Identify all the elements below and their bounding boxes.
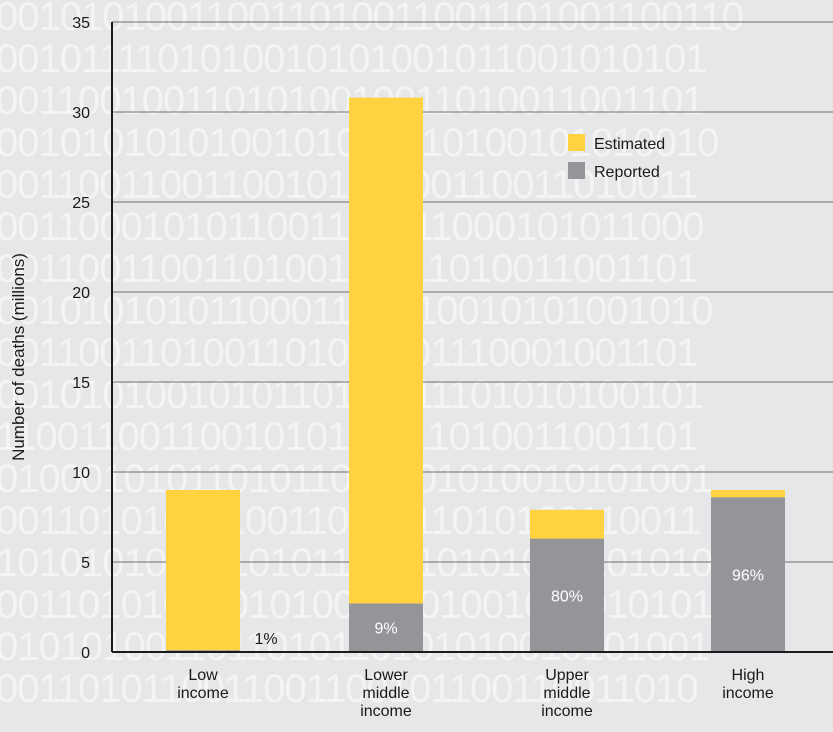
legend-label: Estimated [594, 136, 665, 153]
binary-row: 0011001100110010101100110011010011 [0, 163, 698, 207]
estimated-bar [530, 509, 604, 539]
x-tick-label: middle [543, 685, 590, 702]
x-tick-label: middle [362, 685, 409, 702]
x-tick-label: Lower [364, 667, 408, 684]
bar-percent-label: 9% [374, 621, 397, 638]
reported-bar [349, 603, 423, 652]
binary-row: 0010111101010010101001011001010101 [0, 37, 707, 81]
bar-percent-label: 1% [254, 631, 277, 648]
estimated-bar [711, 490, 785, 498]
x-tick-label: income [177, 685, 229, 702]
binary-row: 0011001101001101011001110001001101 [0, 331, 698, 375]
legend-swatch [568, 134, 585, 151]
estimated-bar [166, 490, 240, 651]
x-tick-label: income [722, 685, 774, 702]
gridlines [112, 21, 833, 563]
reported-bar [530, 538, 604, 652]
x-tick-label: Upper [545, 667, 589, 684]
binary-row: 0011010110011001100101100110011010 [0, 667, 698, 711]
y-tick-label: 15 [72, 375, 90, 392]
bar-percent-label: 80% [551, 588, 583, 605]
labels: 1%Lowincome9%Lowermiddleincome80%Uppermi… [177, 568, 774, 720]
y-tick-label: 30 [72, 105, 90, 122]
reported-bar [711, 497, 785, 652]
binary-row: 0011001100110100110011010011001101 [0, 247, 698, 291]
y-tick-label: 25 [72, 195, 90, 212]
y-tick-label: 5 [81, 555, 90, 572]
binary-row: 1100110011001010110011010011001101 [0, 415, 698, 459]
legend-label: Reported [594, 164, 660, 181]
binary-row: 001010100110011010011001101001100110 [0, 0, 743, 39]
axes: 0 5 10 15 20 25 30 35 Number of deaths (millions… [9, 15, 833, 662]
bars [166, 97, 785, 652]
x-tick-label: High [732, 667, 765, 684]
estimated-bar [349, 97, 423, 604]
y-tick-label: 35 [72, 15, 90, 32]
y-tick-label: 0 [81, 645, 90, 662]
legend: Estimated Reported [568, 134, 665, 181]
x-tick-label: income [541, 703, 593, 720]
y-axis-label: Number of deaths (millions) [9, 253, 28, 461]
legend-swatch [568, 162, 585, 179]
y-tick-label: 20 [72, 285, 90, 302]
y-tick-label: 10 [72, 465, 90, 482]
bar-percent-label: 96% [732, 568, 764, 585]
x-tick-label: Low [188, 667, 218, 684]
x-tick-label: income [360, 703, 412, 720]
